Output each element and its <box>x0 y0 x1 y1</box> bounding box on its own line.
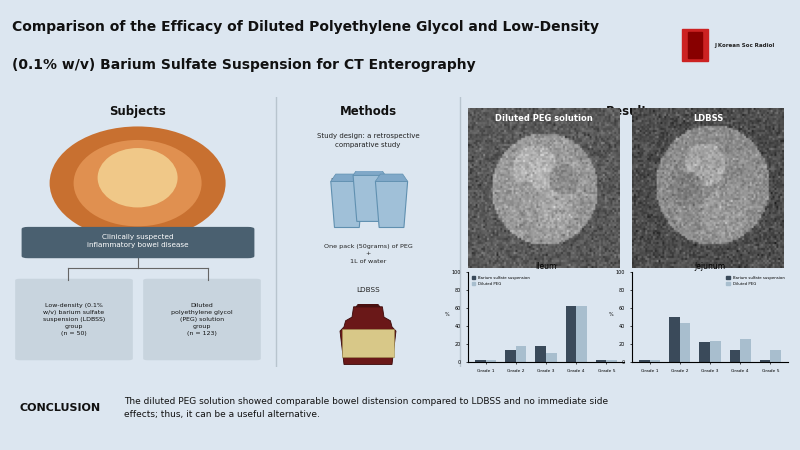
Bar <box>710 341 721 362</box>
Ellipse shape <box>98 148 178 207</box>
Polygon shape <box>375 174 408 181</box>
Text: The diluted PEG solution showed comparable bowel distension compared to LDBSS an: The diluted PEG solution showed comparab… <box>124 397 608 419</box>
Text: Low-density (0.1%
w/v) barium sulfate
suspension (LDBSS)
group
(n = 50): Low-density (0.1% w/v) barium sulfate su… <box>43 303 105 336</box>
Text: J Korean Soc Radiol: J Korean Soc Radiol <box>714 42 774 48</box>
Bar <box>546 353 557 362</box>
Bar <box>730 350 740 362</box>
Ellipse shape <box>74 140 202 226</box>
Text: Diluted PEG solution: Diluted PEG solution <box>331 178 405 184</box>
Bar <box>680 323 690 362</box>
Y-axis label: %: % <box>446 312 450 317</box>
Bar <box>475 360 486 362</box>
Polygon shape <box>353 175 386 221</box>
FancyBboxPatch shape <box>15 279 133 360</box>
Title: Ileum: Ileum <box>535 262 557 271</box>
Bar <box>682 29 709 61</box>
FancyBboxPatch shape <box>143 279 261 360</box>
Bar <box>506 350 516 362</box>
Text: Methods: Methods <box>339 105 397 118</box>
Polygon shape <box>342 329 394 357</box>
Text: (0.1% w/v) Barium Sulfate Suspension for CT Enterography: (0.1% w/v) Barium Sulfate Suspension for… <box>12 58 476 72</box>
Polygon shape <box>330 181 363 228</box>
Bar <box>650 360 660 362</box>
Y-axis label: %: % <box>610 312 614 317</box>
Title: Jejunum: Jejunum <box>694 262 726 271</box>
Bar <box>699 342 710 362</box>
Text: LDBSS: LDBSS <box>356 287 380 293</box>
Bar <box>688 32 702 58</box>
Bar <box>576 306 586 362</box>
Polygon shape <box>340 307 396 365</box>
Polygon shape <box>375 181 408 228</box>
Bar <box>596 360 606 362</box>
Bar <box>670 317 680 362</box>
Text: Diluted PEG solution: Diluted PEG solution <box>495 113 593 122</box>
Bar <box>566 306 576 362</box>
Text: Study design: a retrospective
comparative study: Study design: a retrospective comparativ… <box>317 133 419 148</box>
Bar <box>606 360 617 362</box>
Text: Comparison of the Efficacy of Diluted Polyethylene Glycol and Low-Density: Comparison of the Efficacy of Diluted Po… <box>12 20 599 34</box>
Text: Diluted
polyethylene glycol
(PEG) solution
group
(n = 123): Diluted polyethylene glycol (PEG) soluti… <box>171 303 233 336</box>
Polygon shape <box>330 174 363 181</box>
Bar <box>639 360 650 362</box>
Text: One pack (50grams) of PEG
+
1L of water: One pack (50grams) of PEG + 1L of water <box>324 244 412 264</box>
Polygon shape <box>356 304 380 307</box>
Text: Clinically suspected
inflammatory bowel disease: Clinically suspected inflammatory bowel … <box>86 234 189 248</box>
Text: CONCLUSION: CONCLUSION <box>20 403 101 414</box>
Text: LDBSS: LDBSS <box>693 113 723 122</box>
Bar <box>535 346 546 362</box>
Bar <box>516 346 526 362</box>
Bar <box>740 339 750 362</box>
Ellipse shape <box>50 126 226 240</box>
Text: Subjects: Subjects <box>110 105 166 118</box>
Text: Results: Results <box>606 105 655 118</box>
Legend: Barium sulfate suspension, Diluted PEG: Barium sulfate suspension, Diluted PEG <box>724 274 786 287</box>
FancyBboxPatch shape <box>22 227 254 258</box>
Bar <box>760 360 770 362</box>
Polygon shape <box>353 168 386 175</box>
Legend: Barium sulfate suspension, Diluted PEG: Barium sulfate suspension, Diluted PEG <box>470 274 532 287</box>
Text: 1L of LDBSS: 1L of LDBSS <box>347 344 389 350</box>
Bar <box>770 350 781 362</box>
Bar <box>486 360 496 362</box>
